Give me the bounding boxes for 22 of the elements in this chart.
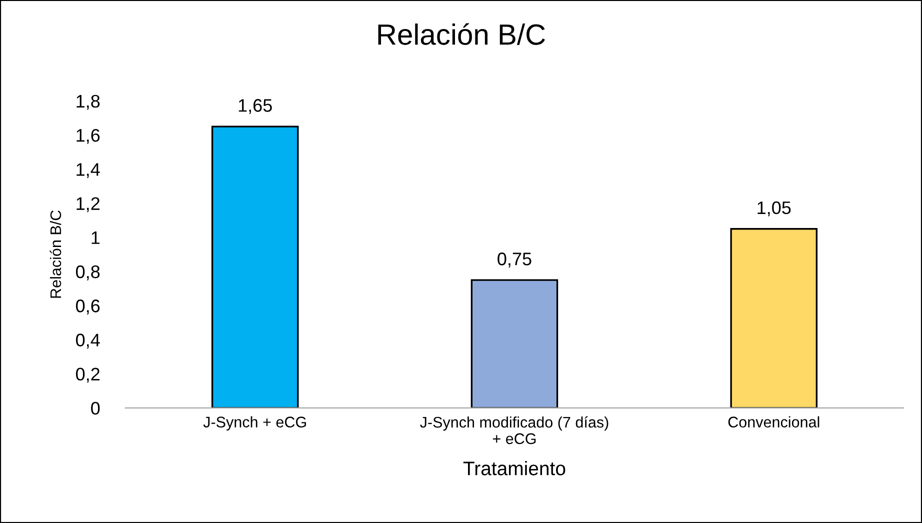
bar [470,279,558,408]
chart-title: Relación B/C [378,23,545,45]
data-label: 1,05 [758,201,791,216]
y-tick-label: 1,4 [76,163,100,178]
y-tick-label: 0,6 [76,300,100,314]
y-tick-label: 1,6 [76,128,100,144]
y-tick-label: 0,8 [76,265,100,280]
data-label: 0,75 [498,252,532,268]
bar [730,228,818,408]
x-tick-label: J-Synch modificado (7 días) + eCG [420,416,608,444]
x-axis-title: Tratamiento [463,461,566,476]
data-label: 1,65 [238,99,272,114]
y-tick-label: 1,2 [76,197,100,212]
y-tick-label: 1 [92,232,100,244]
bar [211,126,299,408]
x-tick-label: J-Synch + eCG [203,416,306,431]
y-tick-label: 0,4 [76,334,100,349]
y-tick-label: 0,2 [76,368,100,383]
y-tick-label: 0 [91,402,100,415]
y-axis-title: Relación B/C [50,210,62,298]
x-tick-label: Convencional [728,416,820,428]
y-tick-label: 1,8 [76,94,100,110]
